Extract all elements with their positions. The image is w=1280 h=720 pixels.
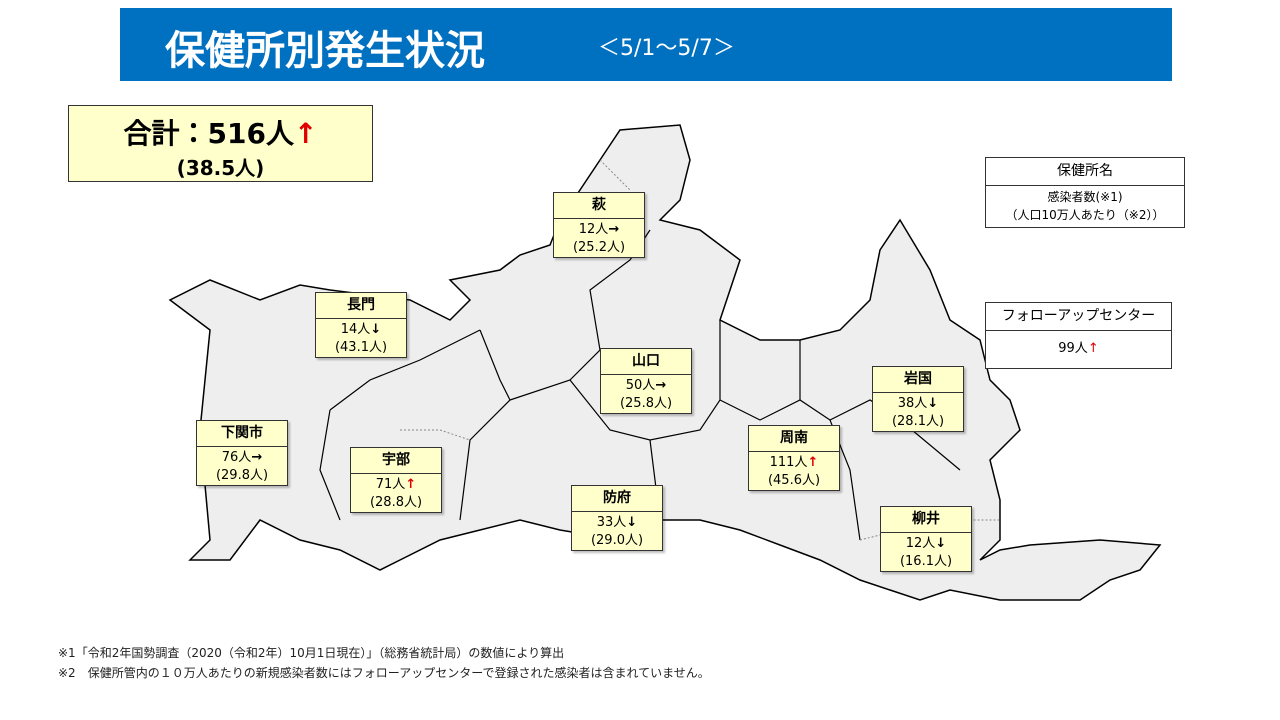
region-rate: (43.1人) xyxy=(334,340,388,355)
region-count-line: 111人↑ xyxy=(749,454,839,472)
period: ＜5/1～5/7＞ xyxy=(598,36,735,61)
region-count-line: 50人→ xyxy=(601,377,691,395)
region-count-line: 38人↓ xyxy=(873,395,963,413)
region-name: 柳井 xyxy=(881,507,971,533)
header-bar: 保健所別発生状況 ＜5/1～5/7＞ xyxy=(120,8,1172,81)
region-count: 76人 xyxy=(221,450,252,465)
region-count-line: 12人↓ xyxy=(881,535,971,553)
region-rate: (25.8人) xyxy=(619,396,673,411)
region-name: 周南 xyxy=(749,426,839,452)
border xyxy=(599,159,631,191)
border xyxy=(719,399,861,541)
followup-name: フォローアップセンター xyxy=(986,303,1171,331)
total-label: 合計：516人 xyxy=(123,117,294,150)
region-count-line: 76人→ xyxy=(197,449,287,467)
region-arrow: ↓ xyxy=(370,322,382,337)
region-arrow: ↑ xyxy=(405,477,417,492)
region-rate: (16.1人) xyxy=(899,554,953,569)
region-count: 12人 xyxy=(578,222,609,237)
region-arrow: ↓ xyxy=(626,515,638,530)
region-name: 山口 xyxy=(601,349,691,375)
followup-line: 99人↑ xyxy=(986,331,1171,367)
region-count-line: 71人↑ xyxy=(351,476,441,494)
region-arrow: → xyxy=(655,378,667,393)
region-rate: (45.6人) xyxy=(767,473,821,488)
region-count: 71人 xyxy=(375,477,406,492)
region-box: 宇部 71人↑ (28.8人) xyxy=(350,447,442,513)
total-rate: (38.5人) xyxy=(176,156,265,180)
region-name: 長門 xyxy=(316,293,406,319)
region-rate: (25.2人) xyxy=(572,240,626,255)
region-box: 山口 50人→ (25.8人) xyxy=(600,348,692,414)
region-box: 下関市 76人→ (29.8人) xyxy=(196,420,288,486)
followup-count: 99人 xyxy=(1058,341,1088,356)
legend-name: 保健所名 xyxy=(986,158,1184,186)
border xyxy=(329,329,481,411)
region-box: 長門 14人↓ (43.1人) xyxy=(315,292,407,358)
total-arrow: ↑ xyxy=(293,117,318,150)
region-count: 111人 xyxy=(769,455,808,470)
total-box: 合計：516人↑ (38.5人) xyxy=(68,105,373,182)
region-name: 宇部 xyxy=(351,448,441,474)
region-box: 防府 33人↓ (29.0人) xyxy=(571,485,663,551)
region-box: 萩 12人→ (25.2人) xyxy=(553,192,645,258)
followup-box: フォローアップセンター 99人↑ xyxy=(985,302,1172,369)
legend-box: 保健所名 感染者数(※1) （人口10万人あたり（※2）） xyxy=(985,157,1185,228)
region-count: 50人 xyxy=(625,378,656,393)
followup-arrow: ↑ xyxy=(1087,341,1099,356)
region-rate: (28.1人) xyxy=(891,414,945,429)
region-count: 14人 xyxy=(340,322,371,337)
region-box: 周南 111人↑ (45.6人) xyxy=(748,425,840,491)
region-name: 萩 xyxy=(554,193,644,219)
region-name: 防府 xyxy=(572,486,662,512)
border xyxy=(569,320,721,441)
region-name: 岩国 xyxy=(873,367,963,393)
region-count: 33人 xyxy=(596,515,627,530)
border xyxy=(400,429,471,441)
border xyxy=(319,409,341,521)
region-count: 12人 xyxy=(905,536,936,551)
region-arrow: ↓ xyxy=(935,536,947,551)
region-arrow: ↑ xyxy=(807,455,819,470)
region-count-line: 12人→ xyxy=(554,221,644,239)
region-rate: (29.0人) xyxy=(590,533,644,548)
region-arrow: → xyxy=(608,222,620,237)
total-line: 合計：516人↑ xyxy=(69,112,372,152)
region-rate: (29.8人) xyxy=(215,468,269,483)
region-box: 柳井 12人↓ (16.1人) xyxy=(880,506,972,572)
region-rate: (28.8人) xyxy=(369,495,423,510)
region-count: 38人 xyxy=(897,396,928,411)
title: 保健所別発生状況 xyxy=(165,28,485,74)
footnote: ※2 保健所管内の１０万人あたりの新規感染者数にはフォローアップセンターで登録さ… xyxy=(58,666,710,680)
region-box: 岩国 38人↓ (28.1人) xyxy=(872,366,964,432)
region-arrow: ↓ xyxy=(927,396,939,411)
legend-line1: 感染者数(※1) xyxy=(1047,190,1123,204)
region-count-line: 33人↓ xyxy=(572,514,662,532)
region-arrow: → xyxy=(251,450,263,465)
dotted-borders xyxy=(400,159,1000,541)
legend-line2: （人口10万人あたり（※2）） xyxy=(1005,208,1165,222)
region-name: 下関市 xyxy=(197,421,287,447)
footnote: ※1「令和2年国勢調査（2020（令和2年）10月1日現在）」（総務省統計局）の… xyxy=(58,646,565,660)
region-count-line: 14人↓ xyxy=(316,321,406,339)
